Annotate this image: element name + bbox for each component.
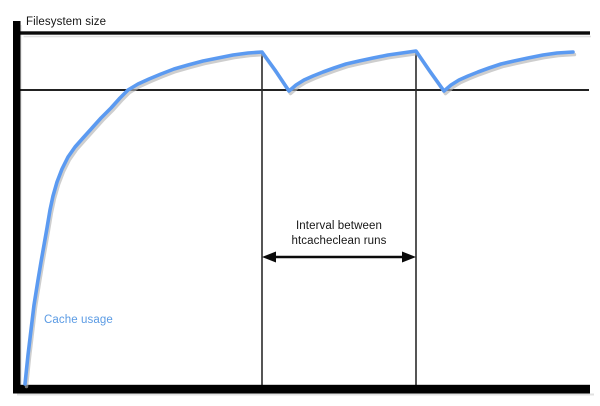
interval-annotation-line2: htcacheclean runs <box>291 235 387 247</box>
filesystem-size-label: Filesystem size <box>26 16 107 28</box>
interval-annotation: Interval between htcacheclean runs <box>254 219 424 249</box>
cache-usage-label: Cache usage <box>44 314 113 326</box>
interval-annotation-line1: Interval between <box>296 220 382 232</box>
